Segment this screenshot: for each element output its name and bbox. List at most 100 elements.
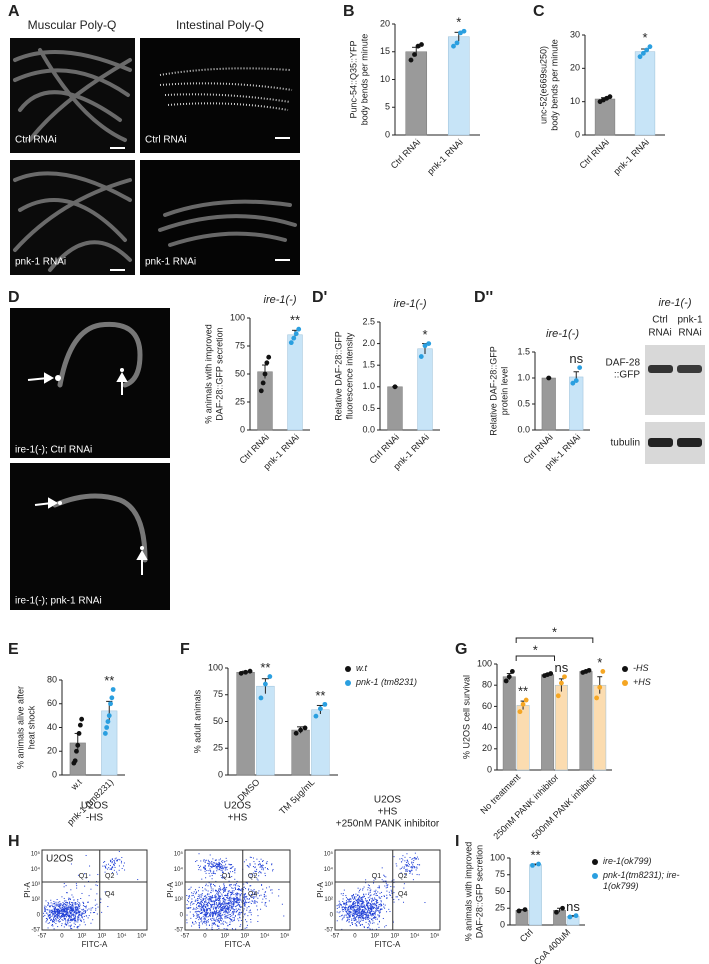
event-dot — [215, 890, 217, 892]
event-dot — [356, 899, 358, 901]
event-dot — [357, 908, 359, 910]
event-dot — [234, 887, 236, 889]
event-dot — [220, 865, 222, 867]
event-dot — [353, 915, 355, 917]
event-dot — [363, 926, 365, 928]
event-dot — [87, 901, 89, 903]
event-dot — [198, 923, 200, 925]
event-dot — [79, 903, 81, 905]
event-dot — [214, 900, 216, 902]
quadrant-label: Q1 — [222, 873, 231, 880]
event-dot — [60, 916, 62, 918]
event-dot — [343, 902, 345, 904]
event-dot — [355, 902, 357, 904]
event-dot — [59, 904, 61, 906]
event-dot — [52, 914, 54, 916]
event-dot — [84, 924, 86, 926]
event-dot — [66, 892, 68, 894]
event-dot — [359, 909, 361, 911]
event-dot — [203, 867, 205, 869]
event-dot — [57, 915, 59, 917]
event-dot — [346, 920, 348, 922]
event-dot — [68, 917, 70, 919]
y-tick-label: 60 — [482, 701, 492, 711]
event-dot — [192, 893, 194, 895]
event-dot — [104, 865, 106, 867]
event-dot — [90, 912, 92, 914]
event-dot — [218, 903, 220, 905]
event-dot — [82, 917, 84, 919]
event-dot — [207, 905, 209, 907]
event-dot — [62, 909, 64, 911]
event-dot — [373, 912, 375, 914]
event-dot — [77, 874, 79, 876]
event-dot — [359, 912, 361, 914]
event-dot — [229, 871, 231, 873]
event-dot — [356, 900, 358, 902]
event-dot — [54, 904, 56, 906]
event-dot — [218, 862, 220, 864]
event-dot — [375, 910, 377, 912]
gut-granules — [159, 67, 293, 111]
event-dot — [243, 904, 245, 906]
event-dot — [350, 908, 352, 910]
data-point — [594, 695, 600, 701]
event-dot — [78, 912, 80, 914]
y-tick-label: -57 — [324, 928, 333, 934]
event-dot — [211, 906, 213, 908]
event-dot — [271, 863, 273, 865]
event-dot — [235, 905, 237, 907]
event-dot — [116, 859, 118, 861]
event-dot — [266, 887, 268, 889]
y-tick-label: 0 — [330, 912, 334, 918]
event-dot — [231, 864, 233, 866]
event-dot — [365, 913, 367, 915]
event-dot — [246, 901, 248, 903]
event-dot — [345, 902, 347, 904]
event-dot — [369, 900, 371, 902]
event-dot — [205, 913, 207, 915]
event-dot — [49, 915, 51, 917]
event-dot — [218, 864, 220, 866]
event-dot — [341, 907, 343, 909]
event-dot — [358, 904, 360, 906]
event-dot — [61, 896, 63, 898]
event-dot — [343, 903, 345, 905]
event-dot — [359, 924, 361, 926]
event-dot — [339, 903, 341, 905]
event-dot — [74, 908, 76, 910]
event-dot — [197, 898, 199, 900]
x-tick-label: -57 — [331, 934, 340, 940]
event-dot — [229, 918, 231, 920]
event-dot — [223, 890, 225, 892]
event-dot — [226, 907, 228, 909]
event-dot — [366, 916, 368, 918]
event-dot — [375, 898, 377, 900]
event-dot — [47, 913, 49, 915]
event-dot — [211, 863, 213, 865]
event-dot — [53, 921, 55, 923]
event-dot — [204, 914, 206, 916]
event-dot — [78, 910, 80, 912]
event-dot — [212, 914, 214, 916]
event-dot — [68, 897, 70, 899]
legend-label: ire-1(ok799) — [603, 856, 652, 866]
event-dot — [195, 892, 197, 894]
event-dot — [60, 912, 62, 914]
lane-label: pnk-1 — [677, 315, 702, 326]
event-dot — [197, 917, 199, 919]
event-dot — [405, 870, 407, 872]
event-dot — [194, 896, 196, 898]
event-dot — [198, 867, 200, 869]
event-dot — [411, 873, 413, 875]
data-point — [520, 701, 526, 707]
event-dot — [356, 910, 358, 912]
event-dot — [351, 906, 353, 908]
event-dot — [386, 884, 388, 886]
event-dot — [223, 885, 225, 887]
event-dot — [358, 911, 360, 913]
event-dot — [104, 861, 106, 863]
worms — [52, 321, 148, 563]
bar — [417, 348, 433, 431]
event-dot — [206, 905, 208, 907]
